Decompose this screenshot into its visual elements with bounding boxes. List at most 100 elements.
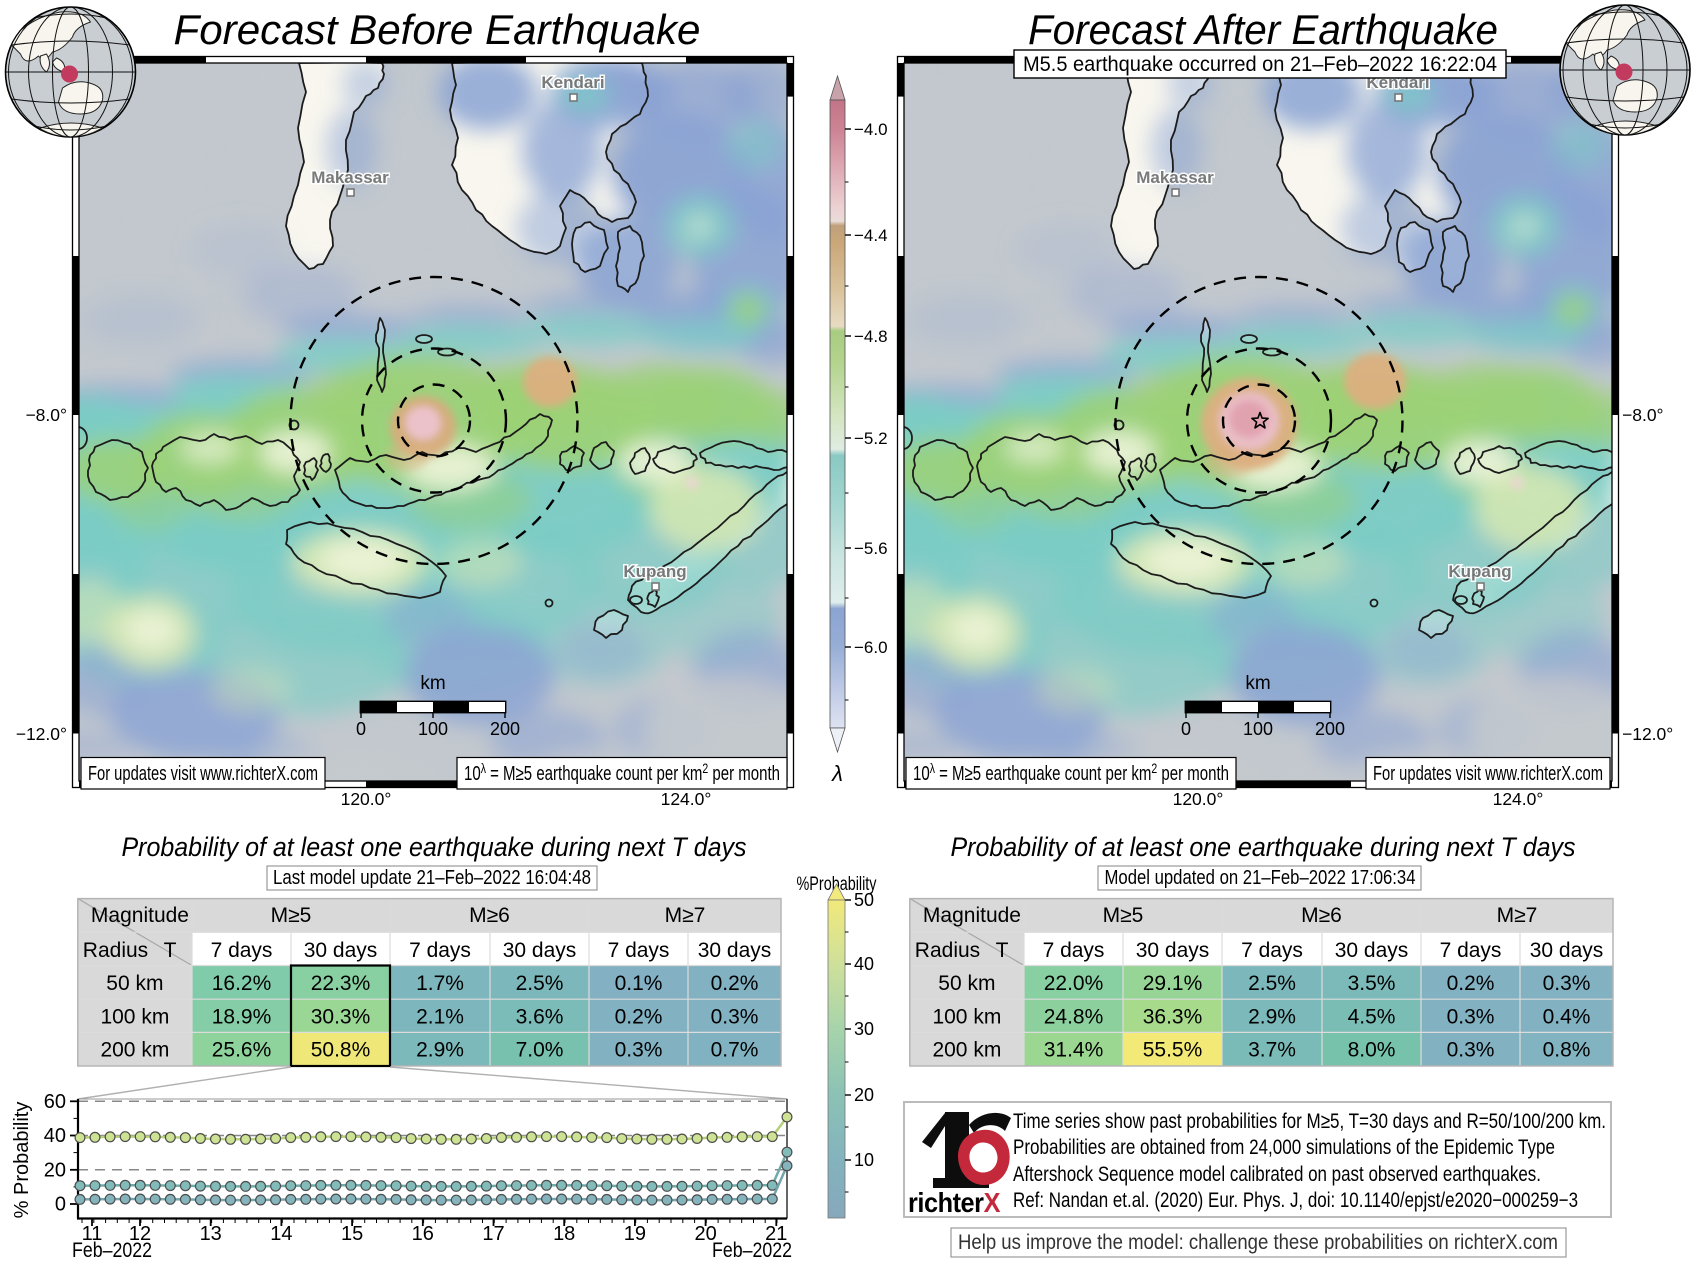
svg-text:0.4%: 0.4%: [1543, 1005, 1591, 1028]
svg-text:Makassar: Makassar: [1136, 168, 1214, 187]
svg-text:Kupang: Kupang: [623, 562, 686, 581]
svg-text:M≥6: M≥6: [1301, 904, 1342, 927]
svg-text:120.0°: 120.0°: [341, 789, 392, 809]
svg-text:30 days: 30 days: [304, 939, 378, 962]
svg-text:120.0°: 120.0°: [1173, 789, 1224, 809]
svg-text:100 km: 100 km: [932, 1005, 1001, 1028]
svg-text:55.5%: 55.5%: [1143, 1039, 1203, 1062]
svg-text:−12.0°: −12.0°: [1622, 724, 1673, 744]
svg-text:Probability of at least one ea: Probability of at least one earthquake d…: [951, 832, 1576, 862]
svg-text:0.1%: 0.1%: [615, 972, 663, 995]
svg-text:200 km: 200 km: [932, 1039, 1001, 1062]
svg-text:40: 40: [44, 1125, 66, 1147]
svg-text:M5.5 earthquake occurred on 21: M5.5 earthquake occurred on 21–Feb–2022 …: [1023, 53, 1497, 76]
svg-text:Aftershock Sequence model cali: Aftershock Sequence model calibrated on …: [1013, 1163, 1541, 1186]
svg-text:0.3%: 0.3%: [1447, 1039, 1495, 1062]
svg-text:24.8%: 24.8%: [1044, 1005, 1104, 1028]
svg-text:30: 30: [854, 1019, 874, 1039]
svg-text:−4.4: −4.4: [854, 226, 888, 245]
svg-text:λ: λ: [831, 761, 843, 786]
svg-text:19: 19: [624, 1223, 646, 1245]
svg-text:3.5%: 3.5%: [1348, 972, 1396, 995]
svg-text:Radius: Radius: [83, 939, 148, 962]
svg-text:2.5%: 2.5%: [516, 972, 564, 995]
svg-text:25.6%: 25.6%: [212, 1039, 272, 1062]
svg-text:For updates visit www.richterX: For updates visit www.richterX.com: [1373, 763, 1603, 785]
svg-text:31.4%: 31.4%: [1044, 1039, 1104, 1062]
svg-text:Magnitude: Magnitude: [923, 904, 1021, 927]
svg-text:Probabilities are obtained fro: Probabilities are obtained from 24,000 s…: [1013, 1136, 1555, 1159]
svg-text:10: 10: [854, 1150, 874, 1170]
svg-text:2.9%: 2.9%: [1248, 1005, 1296, 1028]
svg-text:Last model update 21–Feb–2022: Last model update 21–Feb–2022 16:04:48: [273, 867, 591, 889]
svg-text:7 days: 7 days: [409, 939, 471, 962]
svg-text:22.0%: 22.0%: [1044, 972, 1104, 995]
svg-text:0.8%: 0.8%: [1543, 1039, 1591, 1062]
svg-text:8.0%: 8.0%: [1348, 1039, 1396, 1062]
svg-text:M≥5: M≥5: [1103, 904, 1144, 927]
svg-text:−12.0°: −12.0°: [16, 724, 67, 744]
svg-text:0: 0: [1181, 719, 1191, 739]
svg-text:0.3%: 0.3%: [711, 1005, 759, 1028]
svg-text:2.5%: 2.5%: [1248, 972, 1296, 995]
svg-text:Feb–2022: Feb–2022: [712, 1239, 792, 1262]
svg-text:12: 12: [129, 1223, 151, 1245]
svg-text:M≥7: M≥7: [665, 904, 706, 927]
svg-text:M≥7: M≥7: [1497, 904, 1538, 927]
svg-text:22.3%: 22.3%: [311, 972, 371, 995]
svg-text:17: 17: [482, 1223, 504, 1245]
svg-text:richterX: richterX: [908, 1187, 1001, 1218]
svg-text:−4.8: −4.8: [854, 327, 888, 346]
svg-text:M≥5: M≥5: [271, 904, 312, 927]
svg-text:18: 18: [553, 1223, 575, 1245]
svg-text:−8.0°: −8.0°: [25, 405, 67, 425]
svg-text:−8.0°: −8.0°: [1622, 405, 1664, 425]
svg-text:3.6%: 3.6%: [516, 1005, 564, 1028]
svg-text:7 days: 7 days: [1043, 939, 1105, 962]
svg-text:3.7%: 3.7%: [1248, 1039, 1296, 1062]
svg-text:0: 0: [55, 1194, 66, 1216]
svg-text:2.9%: 2.9%: [416, 1039, 464, 1062]
svg-text:Help us improve the model: cha: Help us improve the model: challenge the…: [958, 1231, 1558, 1254]
svg-text:−4.0: −4.0: [854, 120, 888, 139]
svg-text:16: 16: [412, 1223, 434, 1245]
svg-text:11: 11: [82, 1223, 103, 1245]
svg-text:0.7%: 0.7%: [711, 1039, 759, 1062]
svg-text:10λ = M≥5 earthquake count per: 10λ = M≥5 earthquake count per km2 per m…: [913, 760, 1229, 785]
svg-text:50 km: 50 km: [106, 972, 163, 995]
svg-text:7 days: 7 days: [1440, 939, 1502, 962]
svg-text:14: 14: [270, 1223, 292, 1245]
svg-text:200: 200: [490, 719, 520, 739]
svg-text:7 days: 7 days: [211, 939, 273, 962]
svg-text:Forecast After Earthquake: Forecast After Earthquake: [1028, 6, 1498, 53]
svg-text:30 days: 30 days: [503, 939, 577, 962]
svg-text:Radius: Radius: [915, 939, 980, 962]
svg-text:18.9%: 18.9%: [212, 1005, 272, 1028]
svg-text:% Probability: % Probability: [11, 1102, 33, 1219]
svg-text:2.1%: 2.1%: [416, 1005, 464, 1028]
svg-text:Time series show past probabil: Time series show past probabilities for …: [1013, 1110, 1606, 1133]
svg-text:21: 21: [765, 1223, 787, 1245]
svg-text:km: km: [420, 673, 445, 694]
svg-text:7.0%: 7.0%: [516, 1039, 564, 1062]
svg-text:−5.6: −5.6: [854, 539, 888, 558]
svg-text:Kendari: Kendari: [541, 73, 604, 92]
svg-text:0.2%: 0.2%: [1447, 972, 1495, 995]
svg-text:Kupang: Kupang: [1448, 562, 1511, 581]
svg-text:30 days: 30 days: [698, 939, 772, 962]
svg-text:0.3%: 0.3%: [615, 1039, 663, 1062]
svg-text:60: 60: [44, 1091, 66, 1113]
svg-text:20: 20: [44, 1159, 66, 1181]
svg-text:km: km: [1245, 673, 1270, 694]
svg-text:−5.2: −5.2: [854, 429, 888, 448]
svg-text:Feb–2022: Feb–2022: [72, 1239, 152, 1262]
svg-text:100: 100: [1243, 719, 1273, 739]
svg-text:T: T: [164, 939, 177, 962]
svg-text:10λ = M≥5 earthquake count per: 10λ = M≥5 earthquake count per km2 per m…: [464, 760, 780, 785]
svg-text:15: 15: [341, 1223, 363, 1245]
svg-text:200: 200: [1315, 719, 1345, 739]
svg-text:Probability of at least one ea: Probability of at least one earthquake d…: [122, 832, 747, 862]
svg-text:50.8%: 50.8%: [311, 1039, 371, 1062]
svg-text:124.0°: 124.0°: [1493, 789, 1544, 809]
svg-text:30.3%: 30.3%: [311, 1005, 371, 1028]
